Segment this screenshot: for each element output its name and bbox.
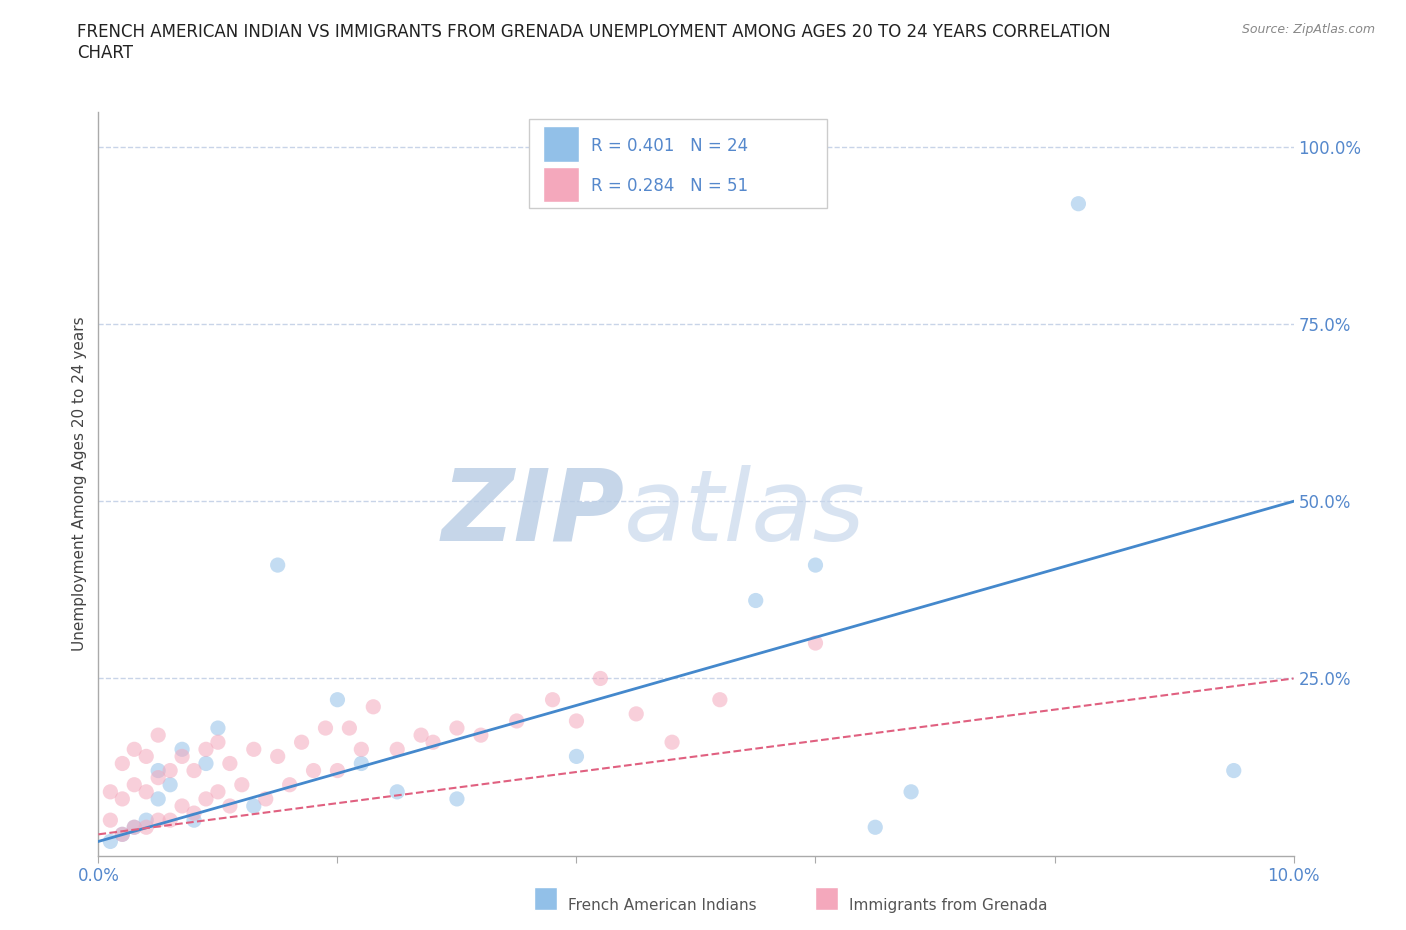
Point [626,707,648,722]
Point [172,799,194,814]
Point [148,764,170,778]
Text: atlas: atlas [624,465,866,562]
Point [745,593,768,608]
Point [541,692,564,707]
Point [804,635,827,650]
Point [326,692,349,707]
Point [195,791,218,806]
Point [1067,196,1090,211]
Point [172,742,194,757]
Point [172,749,194,764]
Point [111,791,134,806]
Point [385,742,409,757]
Point [111,827,134,842]
Point [1223,764,1246,778]
Text: French American Indians: French American Indians [568,898,756,913]
Point [219,756,242,771]
Point [385,784,409,799]
Text: Immigrants from Grenada: Immigrants from Grenada [849,898,1047,913]
Point [326,764,349,778]
Point [446,791,468,806]
Point [195,742,218,757]
Point [183,813,205,828]
Point [267,749,290,764]
Point [422,735,444,750]
Point [565,749,588,764]
Point [111,827,134,842]
Point [661,735,683,750]
Point [470,727,492,742]
Point [243,799,266,814]
Point [148,727,170,742]
Text: R = 0.284   N = 51: R = 0.284 N = 51 [591,177,748,195]
Point [231,777,253,792]
Point [243,742,266,757]
Point [111,756,134,771]
Point [506,713,529,728]
Point [135,784,157,799]
Point [135,820,157,835]
Point [98,813,122,828]
FancyBboxPatch shape [543,126,579,162]
Point [900,784,922,799]
Point [124,820,146,835]
Point [315,721,337,736]
Point [159,777,181,792]
Point [339,721,361,736]
Point [124,777,146,792]
Point [219,799,242,814]
Point [865,820,887,835]
Y-axis label: Unemployment Among Ages 20 to 24 years: Unemployment Among Ages 20 to 24 years [72,316,87,651]
Point [254,791,277,806]
Point [267,558,290,573]
Point [195,756,218,771]
Point [98,834,122,849]
Point [411,727,433,742]
Point [350,756,373,771]
Point [589,671,612,686]
Text: FRENCH AMERICAN INDIAN VS IMMIGRANTS FROM GRENADA UNEMPLOYMENT AMONG AGES 20 TO : FRENCH AMERICAN INDIAN VS IMMIGRANTS FRO… [77,23,1111,41]
Point [363,699,385,714]
Point [709,692,731,707]
FancyBboxPatch shape [543,166,579,203]
Point [291,735,314,750]
Point [148,791,170,806]
Point [159,764,181,778]
Point [148,770,170,785]
Text: Source: ZipAtlas.com: Source: ZipAtlas.com [1241,23,1375,36]
Point [446,721,468,736]
FancyBboxPatch shape [529,119,827,208]
Text: R = 0.401   N = 24: R = 0.401 N = 24 [591,137,748,154]
Point [159,813,181,828]
Text: CHART: CHART [77,44,134,61]
Point [565,713,588,728]
Text: ZIP: ZIP [441,465,624,562]
Point [135,813,157,828]
Point [124,820,146,835]
Point [804,558,827,573]
Point [124,742,146,757]
Point [302,764,325,778]
Point [207,735,229,750]
Point [207,721,229,736]
Point [207,784,229,799]
Point [183,764,205,778]
Point [135,749,157,764]
Point [350,742,373,757]
Point [148,813,170,828]
Point [278,777,301,792]
Point [183,805,205,820]
Point [98,784,122,799]
